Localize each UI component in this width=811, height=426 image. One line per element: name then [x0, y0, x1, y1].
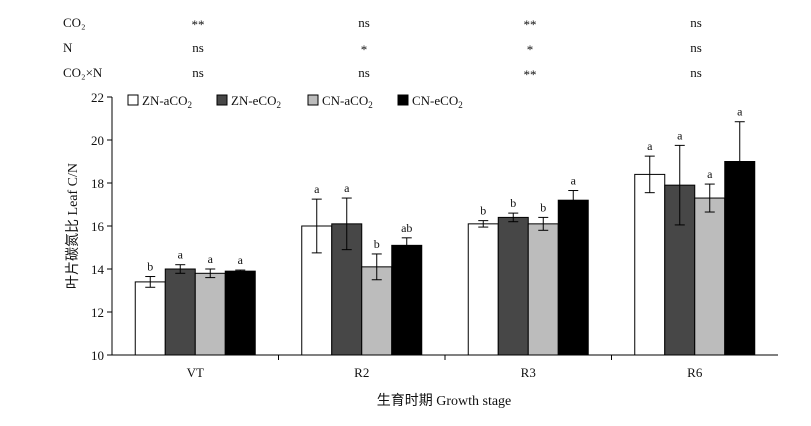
significance-letter: a	[647, 139, 653, 153]
significance-letter: a	[178, 248, 184, 262]
significance-value: ns	[358, 15, 370, 30]
significance-letter: a	[571, 174, 577, 188]
significance-value: ns	[690, 65, 702, 80]
significance-value: ns	[690, 15, 702, 30]
significance-row-label: CO₂	[63, 15, 86, 30]
significance-letter: a	[238, 253, 244, 267]
significance-value: ns	[690, 40, 702, 55]
y-tick-label: 22	[91, 90, 104, 105]
significance-value: ns	[192, 65, 204, 80]
y-axis-label: 叶片碳氮比 Leaf C/N	[65, 163, 81, 289]
significance-letter: a	[314, 182, 320, 196]
bar	[527, 223, 559, 356]
bar	[634, 173, 666, 356]
y-tick-label: 10	[91, 348, 104, 363]
significance-letter: a	[677, 128, 683, 142]
x-tick-label: VT	[187, 365, 204, 380]
y-tick-label: 16	[91, 219, 105, 234]
bar	[497, 216, 529, 356]
significance-value: **	[524, 17, 537, 32]
y-tick-label: 18	[91, 176, 104, 191]
x-axis-label: 生育时期 Growth stage	[377, 393, 512, 409]
legend-label: CN-eCO2	[412, 93, 463, 110]
bar	[391, 244, 423, 356]
legend-swatch	[216, 94, 228, 106]
bar	[164, 268, 196, 356]
significance-value: ns	[358, 65, 370, 80]
significance-value: **	[524, 67, 537, 82]
significance-row-label: N	[63, 40, 73, 55]
legend-swatch	[397, 94, 409, 106]
y-tick-label: 12	[91, 305, 104, 320]
significance-row-label: CO₂×N	[63, 65, 103, 80]
x-tick-label: R3	[521, 365, 536, 380]
bar	[694, 197, 726, 356]
significance-value: *	[361, 42, 368, 57]
bar	[134, 281, 166, 356]
x-tick-label: R6	[687, 365, 703, 380]
significance-letter: b	[374, 237, 380, 251]
significance-value: **	[192, 17, 205, 32]
significance-letter: a	[344, 181, 350, 195]
significance-letter: b	[510, 196, 516, 210]
significance-letter: a	[707, 167, 713, 181]
legend-swatch	[307, 94, 319, 106]
bar	[557, 199, 589, 356]
legend: ZN-aCO2 ZN-eCO2 CN-aCO2 CN-eCO2	[127, 93, 463, 110]
x-tick-label: R2	[354, 365, 369, 380]
legend-swatch	[127, 94, 139, 106]
legend-label: ZN-eCO2	[231, 93, 281, 110]
bar	[361, 266, 393, 356]
y-tick-label: 20	[91, 133, 104, 148]
y-tick-label: 14	[91, 262, 105, 277]
significance-letter: b	[480, 204, 486, 218]
significance-letter: b	[540, 200, 546, 214]
significance-letter: a	[737, 105, 743, 119]
significance-letter: b	[147, 260, 153, 274]
significance-value: *	[527, 42, 534, 57]
bar	[467, 223, 499, 356]
bar	[224, 270, 256, 356]
legend-label: CN-aCO2	[322, 93, 373, 110]
significance-letter: a	[208, 252, 214, 266]
legend-label: ZN-aCO2	[142, 93, 192, 110]
bar	[194, 272, 226, 356]
significance-letter: ab	[401, 221, 412, 235]
significance-value: ns	[192, 40, 204, 55]
